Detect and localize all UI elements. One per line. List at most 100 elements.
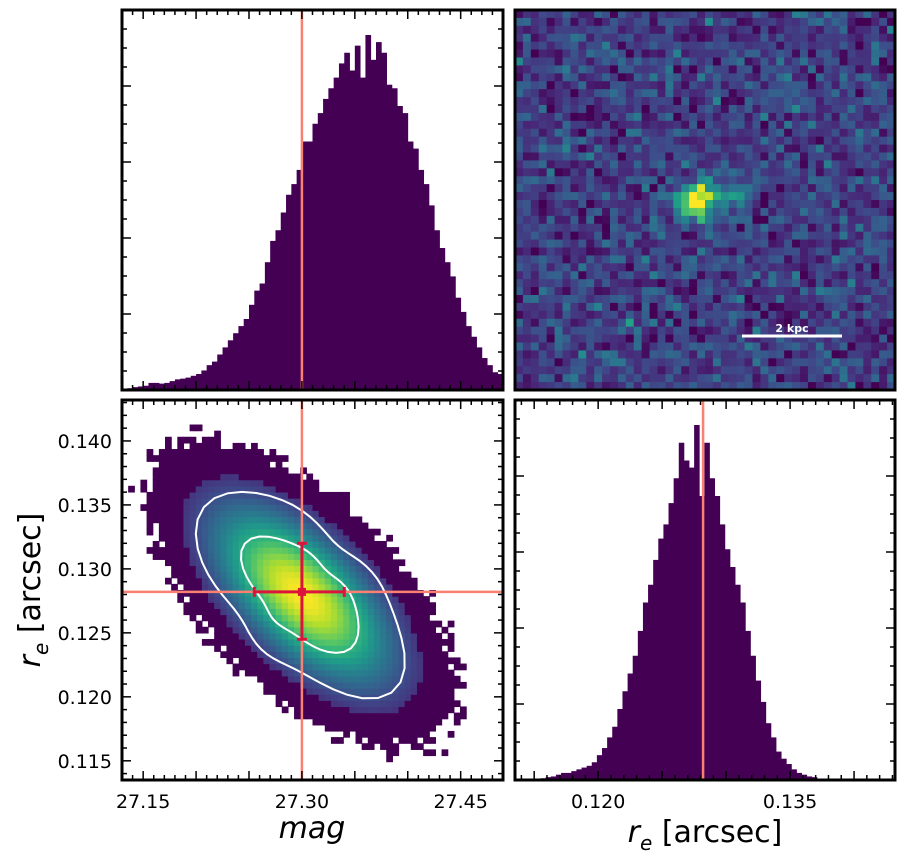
heatmap-cell xyxy=(165,534,172,542)
image-pixel xyxy=(522,57,532,66)
image-pixel xyxy=(847,366,856,375)
image-pixel xyxy=(879,279,888,288)
image-pixel xyxy=(871,366,880,375)
heatmap-cell xyxy=(429,669,437,677)
image-pixel xyxy=(602,207,611,217)
heatmap-cell xyxy=(232,534,240,542)
image-pixel xyxy=(522,17,532,27)
image-pixel xyxy=(673,41,682,51)
heatmap-cell xyxy=(373,730,381,738)
heatmap-cell xyxy=(263,553,271,560)
heatmap-cell xyxy=(281,614,289,622)
heatmap-cell xyxy=(324,694,332,701)
image-pixel xyxy=(602,374,611,383)
image-pixel xyxy=(879,49,888,58)
image-pixel xyxy=(871,168,880,177)
re-histogram-bar xyxy=(571,771,577,780)
image-pixel xyxy=(744,105,753,114)
image-pixel xyxy=(657,326,666,336)
image-pixel xyxy=(705,302,714,312)
image-pixel xyxy=(562,120,571,130)
image-pixel xyxy=(879,247,888,256)
image-pixel xyxy=(705,207,714,217)
heatmap-cell xyxy=(232,498,240,505)
image-pixel xyxy=(641,215,651,225)
heatmap-cell xyxy=(269,553,277,560)
heatmap-cell xyxy=(183,577,191,585)
heatmap-cell xyxy=(220,583,228,591)
image-pixel xyxy=(855,239,864,248)
image-pixel xyxy=(554,295,563,304)
heatmap-cell xyxy=(410,694,418,701)
heatmap-cell xyxy=(300,681,307,689)
mag-histogram-bar xyxy=(338,63,345,390)
mag-histogram-bar xyxy=(153,382,160,390)
image-pixel xyxy=(657,271,666,280)
heatmap-cell xyxy=(318,700,326,708)
image-pixel xyxy=(752,184,761,193)
image-pixel xyxy=(554,105,563,114)
image-pixel xyxy=(546,207,556,217)
image-pixel xyxy=(625,318,635,328)
image-pixel xyxy=(554,200,563,209)
heatmap-cell xyxy=(392,700,400,708)
image-pixel xyxy=(736,89,746,98)
image-pixel xyxy=(538,350,548,359)
image-pixel xyxy=(610,366,619,375)
image-pixel xyxy=(776,239,785,248)
image-pixel xyxy=(578,192,587,201)
heatmap-cell xyxy=(324,724,332,732)
image-pixel xyxy=(697,247,706,256)
heatmap-cell xyxy=(330,540,338,548)
heatmap-cell xyxy=(355,657,363,665)
image-pixel xyxy=(800,128,809,138)
image-pixel xyxy=(815,200,825,209)
image-pixel xyxy=(625,231,635,241)
heatmap-cell xyxy=(386,743,393,750)
image-pixel xyxy=(673,89,682,98)
image-pixel xyxy=(554,366,563,375)
heatmap-cell xyxy=(429,626,437,634)
heatmap-cell xyxy=(355,547,363,554)
heatmap-cell xyxy=(220,455,228,462)
image-pixel xyxy=(625,271,635,280)
heatmap-cell xyxy=(177,534,185,542)
heatmap-cell xyxy=(220,510,228,518)
image-pixel xyxy=(728,247,738,256)
image-pixel xyxy=(815,215,825,225)
image-pixel xyxy=(665,168,674,177)
image-pixel xyxy=(752,10,761,19)
image-pixel xyxy=(689,271,698,280)
image-pixel xyxy=(570,255,579,264)
image-pixel xyxy=(871,326,880,336)
re-histogram-ticks xyxy=(515,399,895,781)
heatmap-cell xyxy=(318,675,326,683)
heatmap-cell xyxy=(195,510,203,518)
heatmap-cell xyxy=(269,455,277,462)
heatmap-cell xyxy=(361,700,369,708)
heatmap-cell xyxy=(244,614,252,622)
image-pixel xyxy=(776,310,785,320)
heatmap-cell xyxy=(257,534,264,542)
heatmap-cell xyxy=(287,565,295,573)
image-pixel xyxy=(697,342,706,351)
heatmap-cell xyxy=(367,743,375,750)
heatmap-cell xyxy=(287,504,295,511)
heatmap-cell xyxy=(214,510,221,518)
image-pixel xyxy=(522,255,532,264)
image-pixel xyxy=(815,176,825,185)
heatmap-cell xyxy=(294,663,301,671)
heatmap-cell xyxy=(416,675,424,683)
image-pixel xyxy=(681,33,690,43)
heatmap-cell xyxy=(312,571,320,579)
heatmap-cell xyxy=(238,461,246,469)
heatmap-cell xyxy=(281,565,289,573)
heatmap-cell xyxy=(269,510,277,518)
image-pixel xyxy=(546,112,556,122)
heatmap-cell xyxy=(177,559,185,567)
image-pixel xyxy=(831,105,841,114)
heatmap-cell xyxy=(300,626,307,634)
heatmap-cell xyxy=(367,620,375,628)
image-pixel xyxy=(625,128,635,138)
heatmap-cell xyxy=(244,504,252,511)
